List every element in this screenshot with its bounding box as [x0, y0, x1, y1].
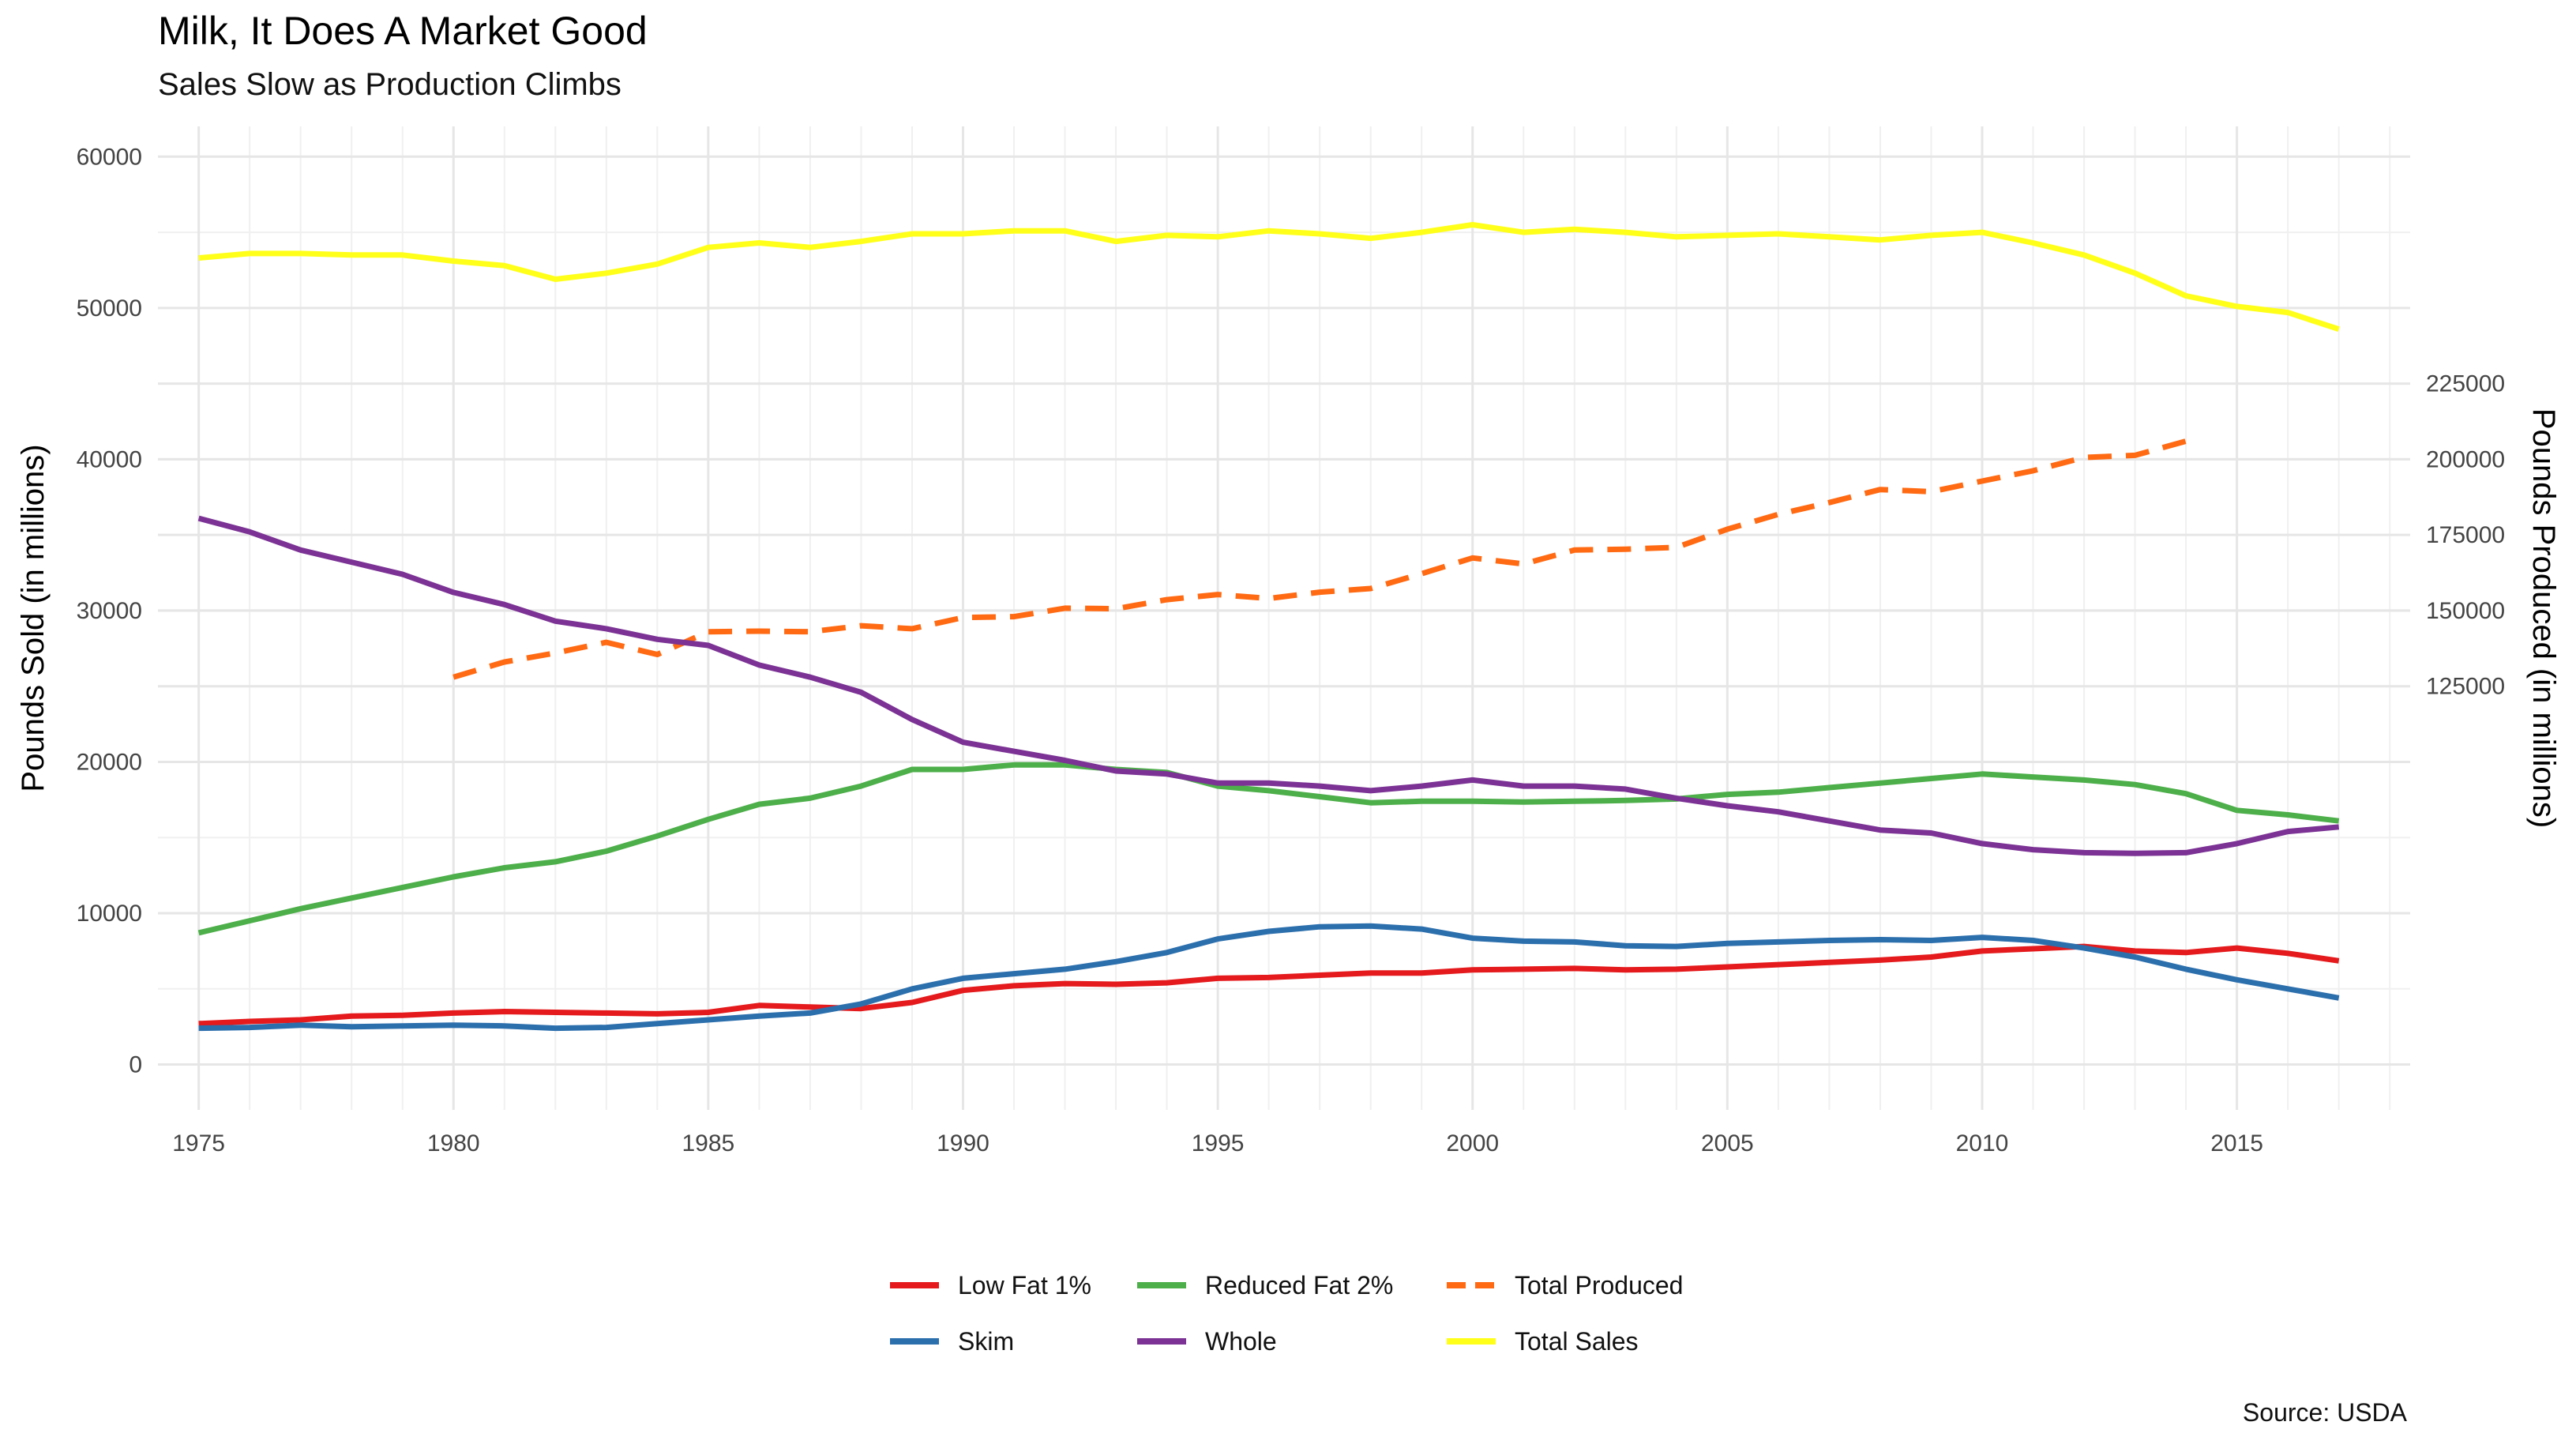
y-tick-label: 60000: [77, 144, 142, 170]
x-tick-label: 1995: [1192, 1130, 1245, 1157]
x-tick-label: 1980: [427, 1130, 480, 1157]
y2-tick-label: 125000: [2426, 674, 2505, 700]
series-line-skim: [198, 923, 2340, 1032]
series-lines: [197, 222, 2340, 1032]
legend-label-skim: Skim: [958, 1327, 1014, 1356]
y2-tick-label: 200000: [2426, 446, 2505, 472]
y2-tick-label: 225000: [2426, 371, 2505, 397]
series-line-low-fat-1: [198, 943, 2340, 1027]
legend-label-total-produced: Total Produced: [1515, 1271, 1683, 1299]
y-tick-label: 40000: [77, 446, 142, 472]
y-tick-label: 30000: [77, 598, 142, 624]
series-line-whole: [197, 515, 2340, 856]
y2-tick-label: 150000: [2426, 598, 2505, 624]
y2-axis-title: Pounds Produced (in millions): [2526, 408, 2561, 828]
legend: Low Fat 1% Skim Reduced Fat 2% Whole Total P…: [890, 1271, 1683, 1356]
chart-title: Milk, It Does A Market Good: [158, 9, 648, 53]
y2-tick-label: 175000: [2426, 522, 2505, 548]
legend-label-low-fat-1: Low Fat 1%: [958, 1271, 1091, 1299]
series-line-total-produced: [452, 438, 2187, 680]
x-tick-label: 1990: [937, 1130, 989, 1157]
y-tick-label: 10000: [77, 901, 142, 927]
series-line-reduced-fat-2: [197, 762, 2340, 936]
series-line-total-sales: [198, 222, 2340, 333]
chart-subtitle: Sales Slow as Production Climbs: [158, 67, 621, 102]
legend-label-whole: Whole: [1205, 1327, 1277, 1356]
y-tick-label: 0: [129, 1052, 142, 1078]
x-tick-label: 2005: [1701, 1130, 1754, 1157]
x-tick-label: 1975: [172, 1130, 225, 1157]
chart-caption: Source: USDA: [2242, 1398, 2407, 1427]
x-tick-label: 2015: [2210, 1130, 2263, 1157]
y-tick-label: 50000: [77, 295, 142, 322]
y-axis-title: Pounds Sold (in millions): [16, 444, 51, 792]
x-tick-label: 1985: [682, 1130, 734, 1157]
x-tick-label: 2010: [1956, 1130, 2009, 1157]
legend-label-reduced-fat-2: Reduced Fat 2%: [1205, 1271, 1393, 1299]
x-tick-label: 2000: [1446, 1130, 1499, 1157]
legend-label-total-sales: Total Sales: [1515, 1327, 1639, 1356]
y-tick-label: 20000: [77, 749, 142, 775]
axes: 0 10000 20000 30000 40000 50000 60000 1975 1980 1…: [16, 144, 2561, 1157]
grid: [158, 126, 2410, 1110]
